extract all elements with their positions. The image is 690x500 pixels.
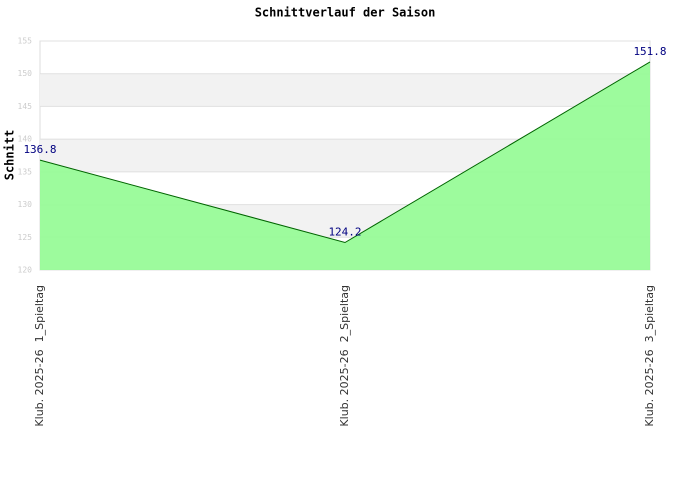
data-label: 151.8 [633,45,666,58]
grid-band [40,73,650,107]
y-tick-label: 155 [18,37,33,46]
chart-title: Schnittverlauf der Saison [255,6,436,20]
y-tick-label: 145 [18,102,33,111]
data-label: 136.8 [23,143,56,156]
y-tick-label: 150 [18,69,33,78]
x-tick-label: Klub. 2025-26 3_Spieltag [643,285,656,427]
area [40,61,650,271]
y-tick-label: 130 [18,200,33,209]
y-tick-label: 125 [18,233,33,242]
x-tick-label: Klub. 2025-26 2_Spieltag [338,285,351,427]
line [39,61,651,244]
y-tick-label: 120 [18,266,33,275]
x-tick-label: Klub. 2025-26 1_Spieltag [33,285,46,427]
y-tick-label: 140 [18,135,33,144]
data-label: 124.2 [328,226,361,239]
y-axis-label: Schnitt [3,130,17,181]
y-tick-label: 135 [18,167,33,176]
